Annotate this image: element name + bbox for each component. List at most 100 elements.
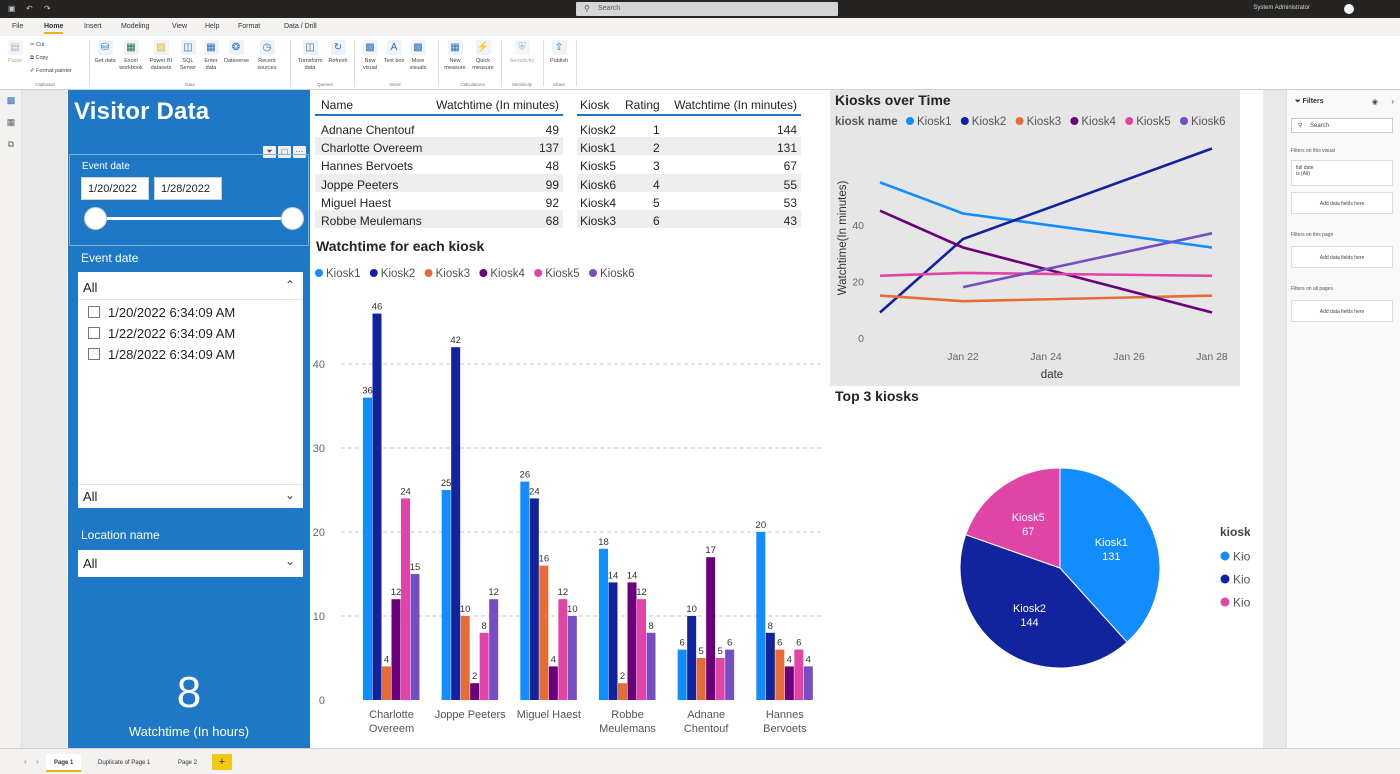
legend-label[interactable]: Kiosk3 [1027, 116, 1062, 128]
bar[interactable] [775, 649, 785, 700]
publish-button[interactable]: ⇧ Publish [547, 40, 571, 65]
legend-label[interactable]: Kiosk1 [1233, 550, 1250, 564]
bar[interactable] [489, 599, 499, 700]
sql-server-button[interactable]: ◫ SQL Server [176, 40, 200, 71]
table-row[interactable]: Hannes Bervoets 48 [315, 155, 563, 173]
series-line[interactable] [879, 209, 1213, 314]
bar[interactable] [479, 632, 489, 700]
checkbox[interactable] [88, 348, 100, 360]
tab-modeling[interactable]: Modeling [121, 23, 150, 30]
bar[interactable] [451, 347, 461, 700]
bar[interactable] [637, 599, 646, 700]
bar[interactable] [765, 632, 775, 700]
paste-button[interactable]: ▤ Paste [3, 40, 27, 65]
bar[interactable] [520, 481, 530, 700]
bar[interactable] [401, 498, 410, 700]
data-view-icon[interactable]: ▦ [6, 117, 16, 127]
table-row[interactable]: Robbe Meulemans 68 [315, 210, 563, 229]
event-date-dropdown[interactable]: All ⌃ [78, 272, 303, 300]
bar[interactable] [715, 658, 725, 700]
list-item[interactable]: 1/28/2022 6:34:09 AM [88, 347, 235, 362]
sensitivity-button[interactable]: ⛨ Sensitivity [505, 40, 539, 65]
legend-label[interactable]: Kiosk3 [436, 268, 471, 280]
legend-label[interactable]: Kiosk2 [381, 268, 416, 280]
bar[interactable] [460, 616, 470, 700]
checkbox[interactable] [88, 327, 100, 339]
range-end-handle[interactable] [281, 207, 304, 230]
bar[interactable] [470, 683, 480, 700]
table-row[interactable]: Charlotte Overeem 137 [315, 137, 563, 156]
bar[interactable] [794, 649, 804, 700]
column-header-rating[interactable]: Rating [625, 98, 660, 112]
chevron-right-icon[interactable]: › [36, 757, 39, 766]
filter-card[interactable]: full date is (All) [1291, 160, 1393, 186]
bar[interactable] [441, 490, 451, 700]
table-row[interactable]: Kiosk3 6 43 [577, 210, 801, 229]
add-data-fields-all[interactable]: Add data fields here [1291, 300, 1393, 322]
bar[interactable] [372, 313, 382, 700]
new-visual-button[interactable]: ▩ New visual [358, 40, 382, 71]
add-data-fields-page[interactable]: Add data fields here [1291, 246, 1393, 268]
table-row[interactable]: Kiosk2 1 144 [577, 119, 801, 137]
bar[interactable] [539, 565, 549, 700]
bar[interactable] [391, 599, 401, 700]
enter-data-button[interactable]: ▦ Enter data [199, 40, 223, 71]
focus-mode-icon[interactable]: ▢ [278, 146, 291, 158]
legend-label[interactable]: Kiosk5 [1233, 596, 1250, 610]
legend-label[interactable]: Kiosk1 [326, 268, 361, 280]
bar[interactable] [382, 666, 391, 700]
copy-button[interactable]: ⧉ Copy [30, 55, 48, 62]
list-item[interactable]: 1/22/2022 6:34:09 AM [88, 326, 235, 341]
new-measure-button[interactable]: ▦ New measure [443, 40, 467, 71]
legend-label[interactable]: Kiosk5 [1136, 116, 1171, 128]
bar[interactable] [548, 666, 558, 700]
bar[interactable] [599, 548, 608, 700]
recent-sources-button[interactable]: ◷ Recent sources [255, 40, 279, 71]
get-data-button[interactable]: ⛁ Get data [93, 40, 117, 65]
legend-label[interactable]: Kiosk6 [600, 268, 635, 280]
tab-view[interactable]: View [172, 23, 188, 30]
chevron-left-icon[interactable]: ‹ [24, 757, 27, 766]
legend-label[interactable]: Kiosk6 [1191, 116, 1226, 128]
filter-icon[interactable]: ⏷ [263, 146, 276, 158]
pie-slice[interactable] [1059, 467, 1161, 643]
bar[interactable] [618, 683, 627, 700]
chevron-right-icon[interactable]: › [1391, 97, 1394, 106]
checkbox[interactable] [88, 306, 100, 318]
bar[interactable] [608, 582, 618, 700]
table-row[interactable]: Joppe Peeters 99 [315, 173, 563, 192]
bar[interactable] [627, 582, 637, 700]
undo-icon[interactable]: ↶ [26, 4, 33, 13]
table-row[interactable]: Kiosk5 3 67 [577, 155, 801, 173]
bar[interactable] [706, 557, 716, 700]
avatar[interactable] [1344, 4, 1354, 14]
text-box-button[interactable]: A Text box [382, 40, 406, 65]
add-data-fields-visual[interactable]: Add data fields here [1291, 192, 1393, 214]
series-line[interactable] [962, 232, 1213, 289]
bar[interactable] [696, 658, 706, 700]
series-line[interactable] [879, 181, 1213, 249]
filters-search-input[interactable]: ⚲ Search [1291, 118, 1393, 133]
format-painter-button[interactable]: ✐ Format painter [30, 68, 72, 74]
eye-icon[interactable]: ◉ [1371, 99, 1378, 106]
start-date-input[interactable]: 1/20/2022 [81, 177, 149, 200]
transform-data-button[interactable]: ◫ Transform data [295, 40, 325, 71]
more-visuals-button[interactable]: ▩ More visuals [406, 40, 430, 71]
excel-workbook-button[interactable]: ▦ Excel workbook [119, 40, 143, 71]
bar[interactable] [677, 649, 687, 700]
series-line[interactable] [879, 147, 1213, 314]
column-header-name[interactable]: Name [321, 98, 354, 112]
pie-slice[interactable] [959, 534, 1128, 669]
table-row[interactable]: Kiosk4 5 53 [577, 192, 801, 210]
bar[interactable] [687, 616, 697, 700]
range-start-handle[interactable] [84, 207, 107, 230]
column-header-watchtime[interactable]: Watchtime (In minutes) [436, 98, 559, 112]
report-view-icon[interactable]: ▩ [6, 95, 16, 105]
legend-label[interactable]: Kiosk4 [1081, 116, 1116, 128]
user-name[interactable]: System Administrator [1253, 5, 1310, 11]
add-page-button[interactable]: + [212, 754, 232, 770]
bar[interactable] [410, 574, 420, 700]
bar[interactable] [803, 666, 813, 700]
bar[interactable] [784, 666, 794, 700]
legend-label[interactable]: Kiosk1 [917, 116, 952, 128]
